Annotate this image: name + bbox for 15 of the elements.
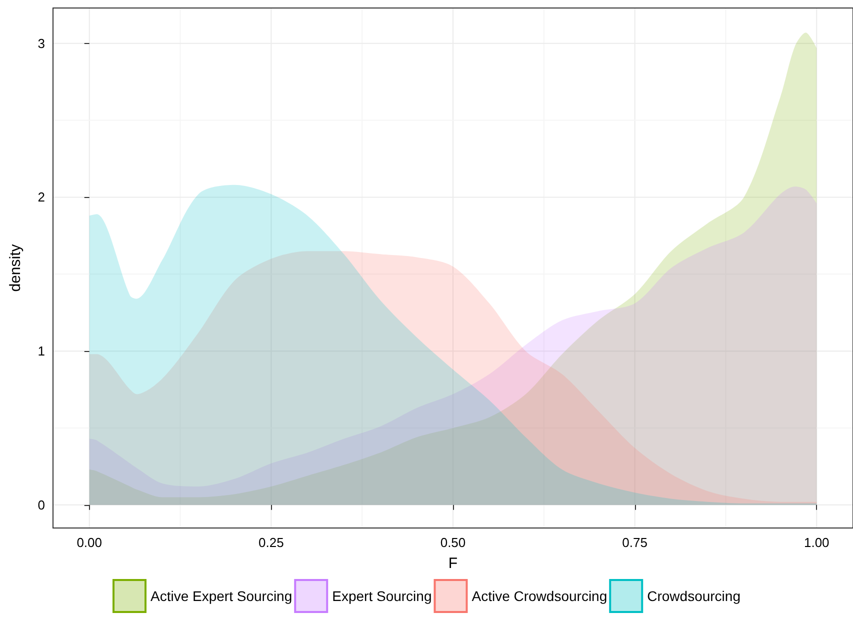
x-tick-label: 0.25 — [258, 535, 284, 550]
y-tick-label: 3 — [38, 36, 45, 51]
y-tick-label: 1 — [38, 344, 45, 359]
y-tick-label: 0 — [38, 497, 45, 512]
y-tick-label: 2 — [38, 190, 45, 205]
legend-label: Active Expert Sourcing — [150, 588, 292, 604]
y-axis-title: density — [7, 244, 24, 292]
legend-label: Active Crowdsourcing — [472, 588, 608, 604]
x-tick-label: 0.00 — [76, 535, 102, 550]
legend-label: Crowdsourcing — [647, 588, 740, 604]
x-tick-label: 0.50 — [440, 535, 466, 550]
legend-label: Expert Sourcing — [332, 588, 432, 604]
x-axis-title: F — [448, 555, 458, 572]
x-tick-label: 1.00 — [804, 535, 830, 550]
x-tick-label: 0.75 — [622, 535, 648, 550]
